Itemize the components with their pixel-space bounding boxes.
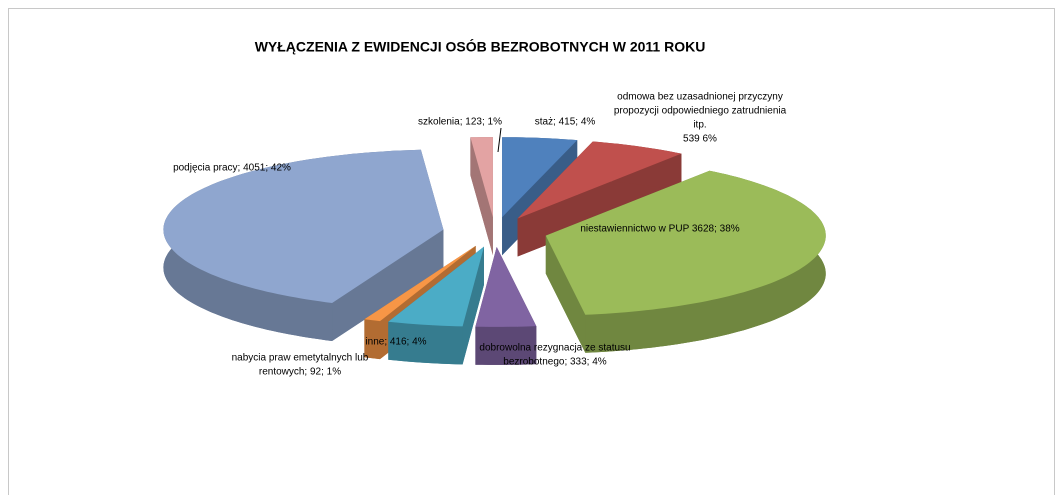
slice <box>470 137 493 218</box>
chart-title: WYŁĄCZENIA Z EWIDENCJI OSÓB BEZROBOTNYCH… <box>255 38 706 55</box>
data-label: szkolenia; 123; 1% <box>418 117 502 128</box>
data-label: bezrobotnego; 333; 4% <box>503 357 607 368</box>
chart-frame <box>8 8 1055 500</box>
data-label: niestawiennictwo w PUP 3628; 38% <box>580 224 739 235</box>
slice <box>163 149 444 303</box>
data-label: itp. <box>693 120 706 131</box>
slice <box>517 141 682 219</box>
slice-wall <box>475 326 537 365</box>
slice <box>475 246 537 327</box>
slice <box>545 170 826 315</box>
slice-wall <box>388 321 463 365</box>
data-label: inne; 416; 4% <box>365 337 426 348</box>
data-label: propozycji odpowiedniego zatrudnienia <box>614 106 787 117</box>
data-label: 539 6% <box>683 134 717 145</box>
slice-side <box>332 229 444 341</box>
data-label: staż; 415; 4% <box>535 117 596 128</box>
slice-side <box>545 235 586 353</box>
slice-wall <box>364 319 380 360</box>
slice <box>388 246 484 327</box>
data-label: rentowych; 92; 1% <box>259 367 341 378</box>
leader-line <box>497 127 502 153</box>
data-label: dobrowolna rezygnacja ze statusu <box>479 343 630 354</box>
data-label: podjęcia pracy; 4051; 42% <box>173 163 291 174</box>
slice <box>502 137 578 218</box>
slice <box>364 245 476 322</box>
data-label: nabycia praw emetytalnych lub <box>232 353 369 364</box>
data-label: odmowa bez uzasadnionej przyczyny <box>617 92 783 103</box>
